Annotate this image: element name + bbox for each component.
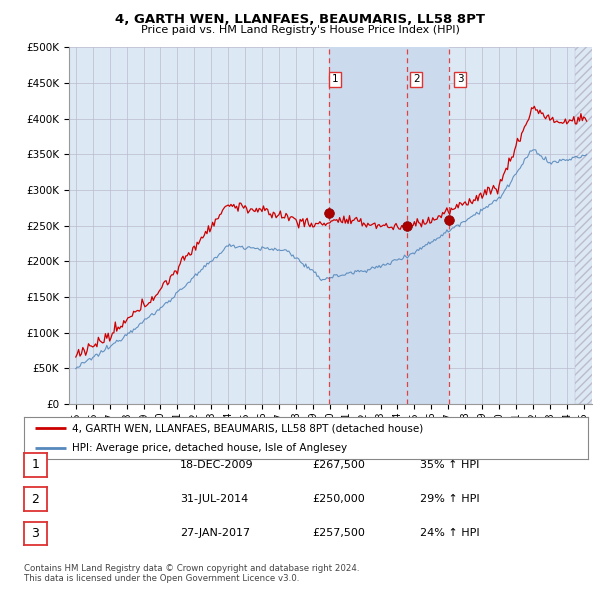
Text: £250,000: £250,000 (312, 494, 365, 504)
Text: 3: 3 (31, 527, 40, 540)
Text: 1: 1 (31, 458, 40, 471)
Text: 3: 3 (457, 74, 463, 84)
Text: HPI: Average price, detached house, Isle of Anglesey: HPI: Average price, detached house, Isle… (72, 444, 347, 453)
Text: 35% ↑ HPI: 35% ↑ HPI (420, 460, 479, 470)
Text: 2: 2 (31, 493, 40, 506)
Text: 27-JAN-2017: 27-JAN-2017 (180, 529, 250, 538)
Text: 4, GARTH WEN, LLANFAES, BEAUMARIS, LL58 8PT (detached house): 4, GARTH WEN, LLANFAES, BEAUMARIS, LL58 … (72, 423, 423, 433)
Text: £267,500: £267,500 (312, 460, 365, 470)
Text: 31-JUL-2014: 31-JUL-2014 (180, 494, 248, 504)
Text: 18-DEC-2009: 18-DEC-2009 (180, 460, 254, 470)
Text: £257,500: £257,500 (312, 529, 365, 538)
Bar (329, 47, 449, 404)
Bar (575, 47, 600, 404)
Text: 2: 2 (413, 74, 419, 84)
Text: 4, GARTH WEN, LLANFAES, BEAUMARIS, LL58 8PT: 4, GARTH WEN, LLANFAES, BEAUMARIS, LL58 … (115, 13, 485, 26)
Text: 29% ↑ HPI: 29% ↑ HPI (420, 494, 479, 504)
Text: 1: 1 (332, 74, 338, 84)
Text: Contains HM Land Registry data © Crown copyright and database right 2024.
This d: Contains HM Land Registry data © Crown c… (24, 563, 359, 583)
Text: 24% ↑ HPI: 24% ↑ HPI (420, 529, 479, 538)
Text: Price paid vs. HM Land Registry's House Price Index (HPI): Price paid vs. HM Land Registry's House … (140, 25, 460, 35)
